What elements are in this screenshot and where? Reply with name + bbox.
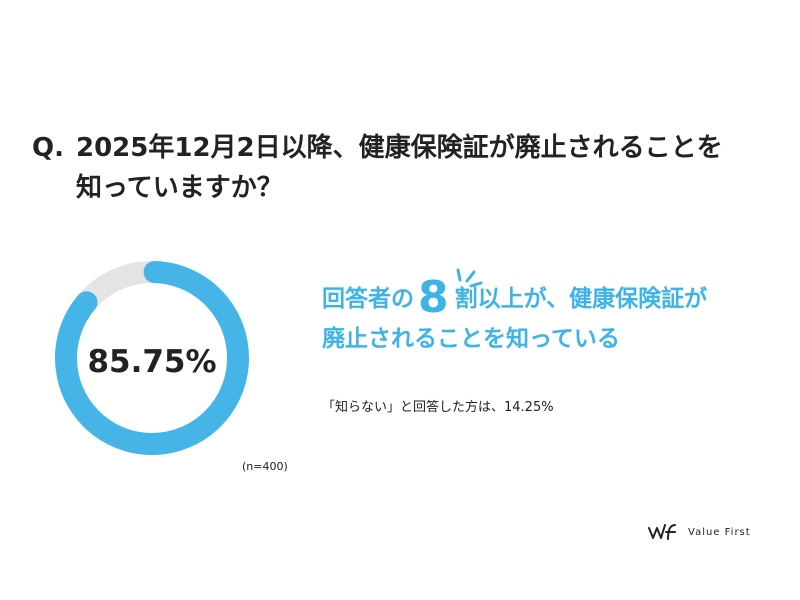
- headline-number: 8: [418, 272, 449, 323]
- sparkle-icon: [456, 268, 483, 288]
- headline-line-1: 回答者の8 割以上が、健康保険証が: [322, 272, 792, 323]
- headline-line-2: 廃止されることを知っている: [322, 326, 620, 352]
- headline: 回答者の8 割以上が、健康保険証が 廃止されることを知っている: [322, 272, 792, 359]
- donut-slices: [55, 261, 249, 455]
- sample-size-note: (n=400): [242, 460, 288, 473]
- value-first-logo-icon: [648, 524, 676, 540]
- question-line-2: 知っていますか？: [76, 173, 283, 203]
- donut-center-label: 85.75%: [87, 344, 216, 380]
- donut-arc-cap-start: [143, 261, 166, 284]
- donut-slice-aware: [55, 261, 249, 455]
- question-line-1-text: 2025年12月2日以降、健康保険証が廃止されることを: [76, 133, 723, 163]
- headline-part-1: 回答者の: [322, 286, 414, 312]
- logo-text: Value First: [688, 526, 751, 538]
- donut-arc-cap-end: [75, 291, 98, 314]
- question-prefix: Q.: [32, 133, 64, 163]
- headline-part-2: 割以上が、健康保険証が: [454, 286, 708, 312]
- donut-slice-unaware: [78, 261, 155, 310]
- unaware-note: 「知らない」と回答した方は、14.25%: [322, 400, 554, 415]
- question-line-1: Q. 2025年12月2日以降、健康保険証が廃止されることを: [32, 128, 782, 168]
- question-text: Q. 2025年12月2日以降、健康保険証が廃止されることを 知っていますか？: [32, 128, 782, 208]
- brand-logo: Value First: [648, 522, 751, 542]
